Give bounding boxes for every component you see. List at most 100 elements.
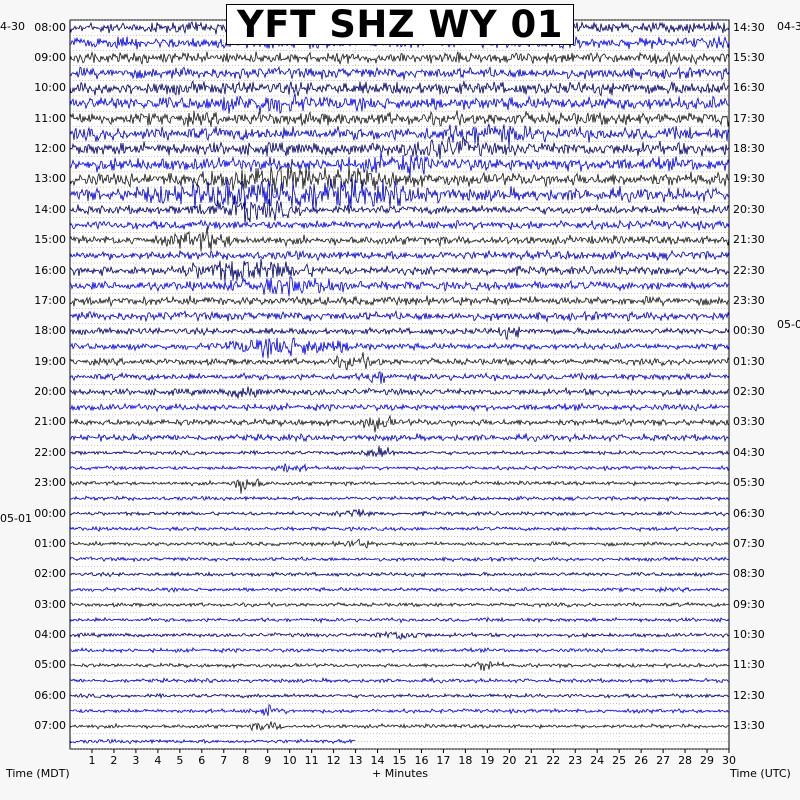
left-time-label: 06:00	[34, 688, 66, 702]
right-time-label: 10:30	[733, 628, 765, 642]
trace-line	[69, 249, 730, 262]
trace-line	[70, 571, 730, 578]
right-time-label: 06:30	[733, 506, 765, 520]
x-tick-label: 8	[242, 754, 250, 767]
x-tick-label: 13	[348, 754, 363, 767]
right-time-label: 08:30	[733, 567, 765, 581]
trace-line	[69, 386, 730, 399]
left-time-label: 21:00	[34, 415, 66, 429]
x-tick-label: 15	[392, 754, 407, 767]
x-tick-label: 27	[656, 754, 671, 767]
trace-line	[69, 80, 730, 97]
left-time-label: 17:00	[34, 293, 66, 307]
axis-ticks	[91, 749, 730, 753]
x-tick-label: 17	[436, 754, 451, 767]
right-time-label: 16:30	[733, 81, 765, 95]
left-start-date: 4-30	[0, 20, 25, 33]
x-tick-label: 2	[110, 754, 118, 767]
x-tick-label: 19	[480, 754, 495, 767]
right-time-label: 23:30	[733, 293, 765, 307]
left-time-label: 15:00	[34, 233, 66, 247]
x-tick-label: 7	[220, 754, 228, 767]
trace-line	[69, 227, 730, 252]
trace-line	[69, 371, 730, 384]
x-tick-label: 16	[414, 754, 429, 767]
trace-line	[69, 414, 730, 433]
trace-line	[69, 337, 730, 359]
x-tick-label: 3	[132, 754, 140, 767]
trace-line	[69, 123, 730, 149]
right-time-label: 02:30	[733, 385, 765, 399]
right-start-date: 04-3	[777, 20, 800, 33]
right-time-label: 15:30	[733, 50, 765, 64]
left-time-label: 19:00	[34, 354, 66, 368]
left-time-label: 10:00	[34, 81, 66, 95]
trace-line	[70, 401, 730, 413]
trace-line	[69, 478, 730, 494]
x-tick-label: 5	[176, 754, 184, 767]
trace-line	[69, 295, 730, 308]
trace-line	[69, 538, 730, 549]
left-time-label: 03:00	[34, 597, 66, 611]
left-time-label: 18:00	[34, 324, 66, 338]
left-time-label: 04:00	[34, 628, 66, 642]
trace-line	[69, 110, 730, 127]
x-tick-label: 1	[88, 754, 96, 767]
right-date-change: 05-0	[777, 318, 800, 331]
trace-line	[69, 692, 730, 699]
x-tick-label: 4	[154, 754, 162, 767]
left-time-label: 20:00	[34, 385, 66, 399]
trace-line	[69, 195, 730, 224]
right-time-label: 04:30	[733, 445, 765, 459]
x-tick-label: 9	[264, 754, 272, 767]
left-date-change: 05-01	[0, 512, 32, 525]
chart-title: YFT SHZ WY 01	[226, 3, 574, 46]
left-time-label: 02:00	[34, 567, 66, 581]
x-tick-label: 28	[678, 754, 693, 767]
trace-line	[69, 660, 730, 672]
x-tick-label: 22	[546, 754, 561, 767]
right-time-label: 05:30	[733, 476, 765, 490]
right-time-label: 00:30	[733, 324, 765, 338]
right-time-label: 01:30	[733, 354, 765, 368]
left-time-label: 16:00	[34, 263, 66, 277]
left-time-label: 07:00	[34, 719, 66, 733]
right-time-label: 22:30	[733, 263, 765, 277]
right-time-label: 21:30	[733, 233, 765, 247]
right-time-label: 12:30	[733, 688, 765, 702]
trace-line	[69, 616, 730, 625]
right-time-label: 11:30	[733, 658, 765, 672]
trace-line	[70, 704, 730, 717]
trace-line	[69, 495, 730, 503]
left-time-label: 13:00	[34, 172, 66, 186]
trace-line	[69, 601, 729, 609]
x-axis-title: + Minutes	[372, 767, 429, 780]
x-tick-label: 18	[458, 754, 473, 767]
trace-line	[69, 646, 730, 654]
trace-line	[70, 585, 730, 594]
trace-line	[69, 508, 730, 518]
right-axis-title: Time (UTC)	[730, 767, 791, 780]
x-tick-label: 30	[722, 754, 736, 767]
trace-line	[69, 738, 356, 745]
trace-line	[69, 352, 730, 371]
x-tick-label: 21	[524, 754, 539, 767]
trace-line	[69, 176, 730, 211]
left-time-label: 12:00	[34, 142, 66, 156]
left-time-label: 01:00	[34, 536, 66, 550]
trace-line	[69, 432, 730, 443]
left-time-label: 22:00	[34, 445, 66, 459]
left-time-label: 00:00	[34, 506, 66, 520]
left-time-label: 08:00	[34, 20, 66, 34]
right-time-label: 09:30	[733, 597, 765, 611]
x-tick-label: 11	[304, 754, 319, 767]
trace-line	[69, 525, 730, 533]
left-time-label: 05:00	[34, 658, 66, 672]
x-tick-label: 29	[700, 754, 715, 767]
left-axis-title: Time (MDT)	[6, 767, 70, 780]
right-time-label: 17:30	[733, 111, 765, 125]
right-time-label: 03:30	[733, 415, 765, 429]
x-tick-label: 10	[282, 754, 297, 767]
right-time-label: 07:30	[733, 536, 765, 550]
x-tick-label: 20	[502, 754, 517, 767]
